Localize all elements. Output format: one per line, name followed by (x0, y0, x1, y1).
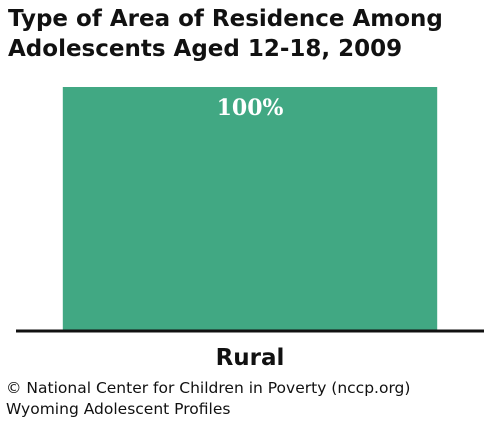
bar-rural (62, 87, 438, 331)
source-credit: © National Center for Children in Povert… (6, 379, 411, 397)
profile-name: Wyoming Adolescent Profiles (6, 400, 231, 418)
chart-title-line-2: Adolescents Aged 12-18, 2009 (8, 36, 403, 62)
category-tick-label: Rural (216, 345, 285, 371)
bar-data-label: 100% (217, 95, 284, 121)
chart-title-line-1: Type of Area of Residence Among (8, 6, 443, 32)
chart-title: Type of Area of Residence Among Adolesce… (8, 4, 494, 64)
footer: © National Center for Children in Povert… (6, 378, 410, 420)
